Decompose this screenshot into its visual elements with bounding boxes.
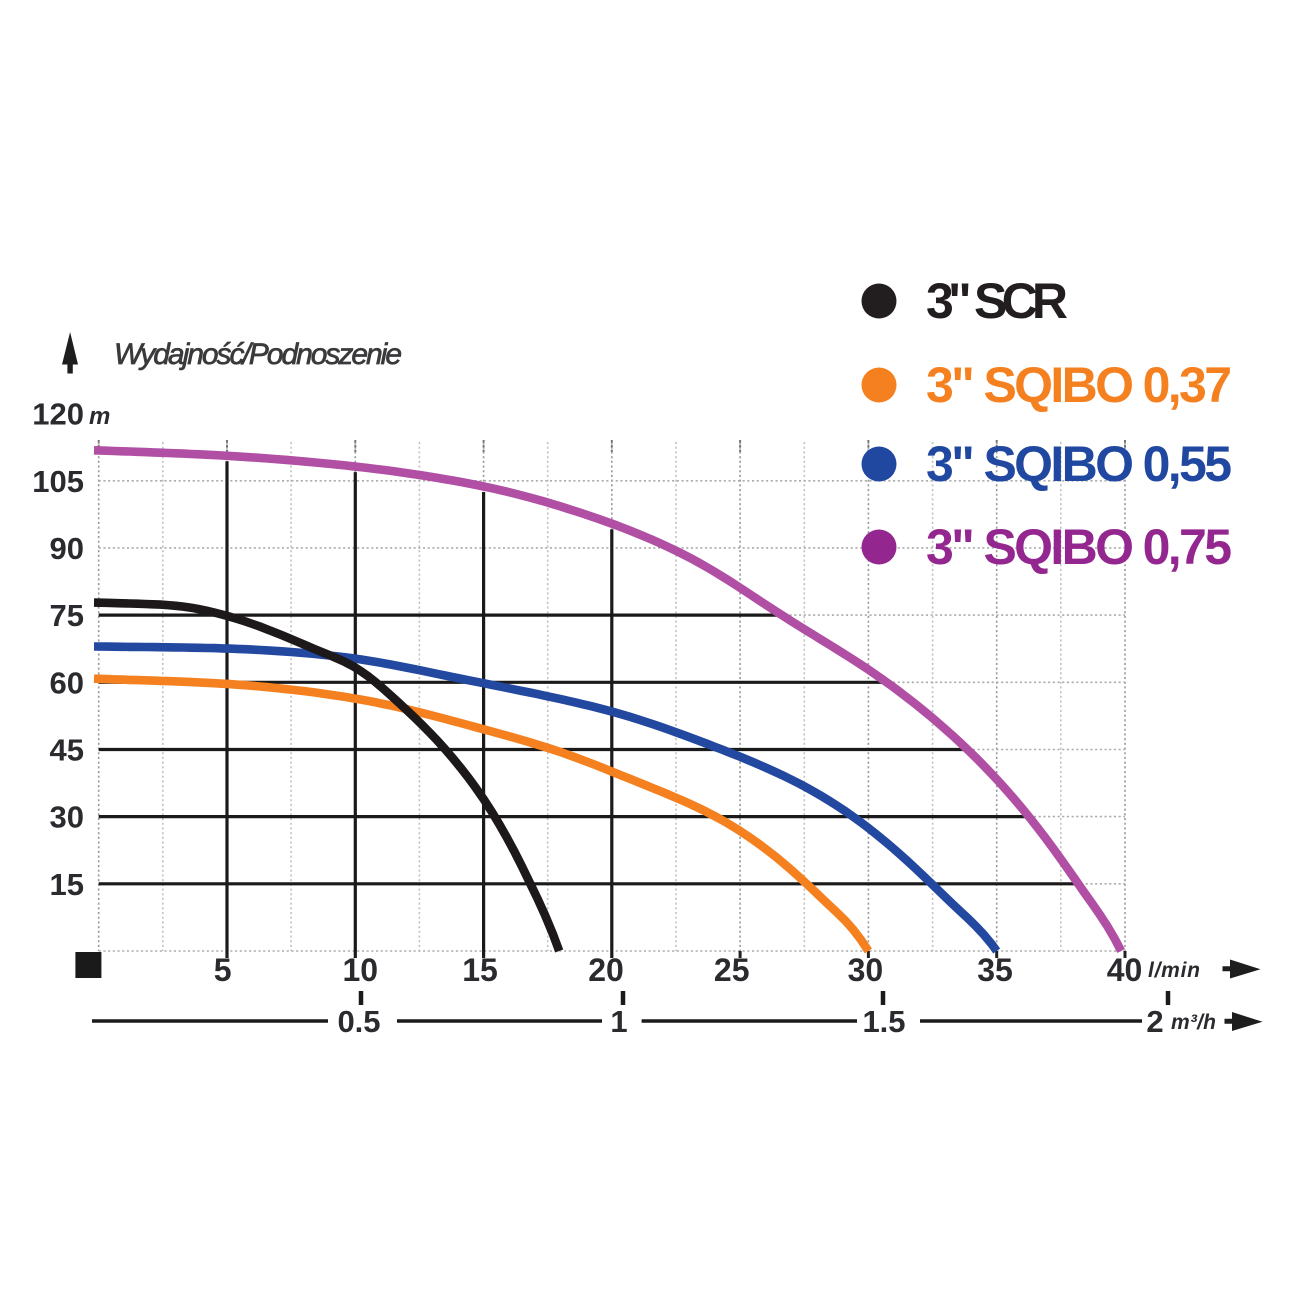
svg-text:5: 5	[214, 952, 232, 988]
svg-text:105: 105	[32, 464, 84, 499]
svg-text:3" SQIBO 0,37: 3" SQIBO 0,37	[926, 357, 1232, 413]
svg-text:1.5: 1.5	[862, 1004, 905, 1039]
svg-text:30: 30	[50, 800, 84, 835]
svg-text:m: m	[89, 403, 110, 430]
svg-text:10: 10	[343, 952, 379, 988]
svg-text:1: 1	[610, 1004, 627, 1039]
svg-text:90: 90	[50, 531, 84, 566]
svg-text:25: 25	[714, 952, 750, 988]
svg-text:45: 45	[50, 733, 84, 768]
svg-text:20: 20	[588, 952, 624, 988]
svg-text:75: 75	[50, 598, 84, 633]
svg-text:60: 60	[50, 665, 84, 700]
svg-text:Wydajność/Podnoszenie: Wydajność/Podnoszenie	[114, 338, 402, 371]
svg-text:2: 2	[1146, 1004, 1163, 1039]
svg-text:35: 35	[977, 952, 1013, 988]
svg-text:3" SCR: 3" SCR	[926, 273, 1068, 329]
svg-text:m³/h: m³/h	[1171, 1011, 1216, 1034]
svg-text:15: 15	[50, 867, 84, 902]
svg-text:3" SQIBO 0,75: 3" SQIBO 0,75	[926, 519, 1232, 575]
svg-text:l/min: l/min	[1148, 959, 1200, 982]
svg-text:3" SQIBO 0,55: 3" SQIBO 0,55	[926, 436, 1232, 492]
svg-text:15: 15	[462, 952, 498, 988]
svg-text:40: 40	[1107, 952, 1143, 988]
svg-text:30: 30	[848, 952, 884, 988]
svg-text:120: 120	[32, 397, 84, 432]
svg-text:0.5: 0.5	[337, 1004, 380, 1039]
